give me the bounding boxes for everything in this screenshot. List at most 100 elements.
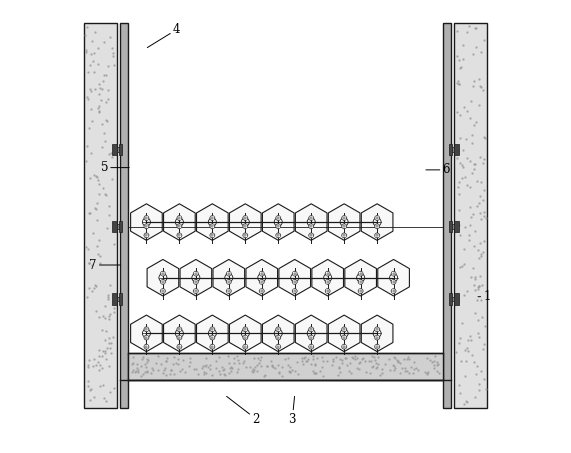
Point	[102, 191, 111, 198]
Point	[477, 281, 486, 289]
Point	[476, 215, 485, 222]
Point	[471, 119, 480, 126]
Circle shape	[341, 327, 347, 332]
Circle shape	[160, 271, 166, 276]
Point	[104, 202, 113, 210]
Point	[90, 85, 99, 92]
Polygon shape	[295, 204, 327, 241]
Polygon shape	[263, 204, 294, 241]
Point	[166, 366, 175, 373]
Point	[90, 356, 99, 363]
Point	[251, 363, 260, 370]
Circle shape	[341, 216, 347, 221]
Point	[90, 204, 99, 212]
Point	[301, 357, 311, 365]
Point	[463, 28, 472, 35]
Point	[478, 248, 488, 255]
Point	[465, 184, 475, 191]
Point	[354, 359, 363, 366]
Point	[95, 236, 104, 244]
Point	[407, 363, 416, 371]
Point	[454, 207, 463, 214]
Point	[110, 146, 119, 153]
Circle shape	[391, 271, 396, 276]
Point	[85, 125, 94, 132]
Point	[375, 371, 384, 378]
Point	[472, 24, 481, 31]
Circle shape	[292, 289, 297, 294]
Circle shape	[177, 224, 182, 229]
Point	[269, 363, 278, 371]
Point	[159, 369, 168, 376]
Point	[104, 362, 113, 370]
Point	[460, 372, 469, 379]
Point	[162, 357, 171, 365]
Point	[300, 353, 309, 361]
Point	[219, 366, 228, 373]
Point	[290, 367, 299, 375]
Circle shape	[142, 218, 150, 226]
Bar	[449, 144, 452, 155]
Point	[95, 260, 104, 267]
Point	[459, 260, 468, 268]
Point	[287, 366, 296, 374]
Point	[472, 43, 481, 50]
Point	[469, 160, 478, 168]
Point	[99, 39, 108, 46]
Point	[191, 366, 200, 373]
Point	[202, 362, 211, 369]
Circle shape	[144, 224, 149, 229]
Point	[422, 370, 431, 377]
Circle shape	[226, 271, 231, 276]
Point	[392, 357, 401, 364]
Point	[453, 27, 462, 34]
Point	[214, 354, 223, 361]
Point	[94, 109, 103, 116]
Point	[133, 368, 142, 376]
Circle shape	[210, 344, 215, 349]
Point	[95, 103, 104, 110]
Circle shape	[309, 233, 313, 238]
Point	[309, 356, 318, 363]
Circle shape	[259, 280, 264, 284]
Point	[293, 371, 303, 378]
Circle shape	[341, 344, 347, 349]
Point	[478, 87, 487, 94]
Bar	[451, 224, 455, 229]
Polygon shape	[328, 204, 360, 241]
Point	[461, 173, 470, 180]
Point	[100, 302, 110, 309]
Point	[302, 357, 311, 365]
Point	[232, 353, 242, 360]
Point	[454, 184, 463, 191]
Text: 1: 1	[478, 290, 490, 303]
Circle shape	[325, 289, 330, 294]
Point	[421, 368, 430, 376]
Circle shape	[243, 335, 248, 340]
Point	[270, 365, 279, 372]
Point	[468, 140, 477, 147]
Point	[475, 381, 484, 388]
Point	[102, 98, 111, 105]
Point	[170, 371, 179, 378]
Point	[174, 361, 183, 368]
Point	[318, 363, 327, 371]
Point	[102, 356, 111, 363]
Circle shape	[194, 280, 198, 284]
Point	[461, 357, 470, 364]
Point	[93, 173, 102, 181]
Point	[234, 366, 243, 373]
Point	[388, 362, 397, 369]
Point	[99, 395, 108, 402]
Point	[138, 370, 147, 377]
Point	[473, 329, 482, 337]
Point	[472, 296, 481, 304]
Point	[477, 296, 486, 304]
Point	[94, 352, 103, 360]
Point	[465, 222, 475, 229]
Point	[104, 340, 113, 347]
Point	[469, 358, 478, 366]
Point	[470, 121, 479, 128]
Polygon shape	[295, 315, 327, 352]
Point	[108, 154, 117, 161]
